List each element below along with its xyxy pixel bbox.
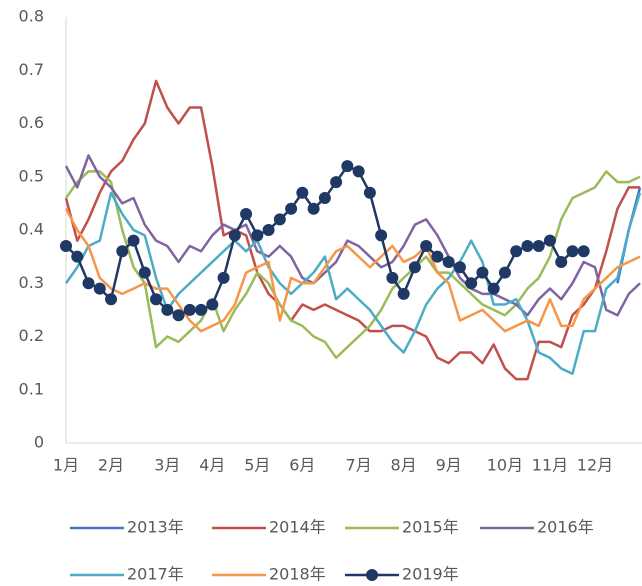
point — [363, 186, 376, 199]
point — [431, 250, 444, 263]
point — [71, 250, 84, 263]
x-tick-label: 7月 — [346, 456, 372, 475]
series-line — [64, 154, 641, 317]
point — [510, 245, 523, 258]
point — [543, 234, 556, 247]
point — [228, 229, 241, 242]
y-tick-label: 0 — [34, 433, 44, 452]
point — [318, 192, 331, 205]
point — [172, 309, 185, 322]
point — [183, 303, 196, 316]
point — [285, 202, 298, 215]
y-tick-label: 0.1 — [19, 379, 44, 398]
point — [251, 229, 264, 242]
point — [217, 271, 230, 284]
series-line — [64, 170, 641, 360]
point — [465, 277, 478, 290]
point — [577, 245, 590, 258]
y-tick-label: 0.7 — [19, 60, 44, 79]
legend-marker — [366, 569, 378, 581]
legend-label: 2015年 — [402, 518, 459, 537]
y-tick-label: 0.5 — [19, 166, 44, 185]
point — [341, 160, 354, 173]
point — [420, 239, 433, 252]
point — [138, 266, 151, 279]
y-tick-label: 0.2 — [19, 326, 44, 345]
point — [262, 224, 275, 236]
legend-label: 2014年 — [269, 518, 326, 537]
point — [352, 165, 365, 178]
point — [442, 255, 455, 268]
x-tick-label: 1月 — [53, 456, 79, 475]
point — [60, 239, 72, 252]
series-line — [64, 79, 640, 381]
point — [453, 261, 466, 274]
legend-label: 2018年 — [269, 565, 326, 584]
point — [161, 303, 174, 316]
point — [532, 239, 545, 252]
series-line — [65, 164, 584, 317]
point — [386, 271, 399, 284]
point — [206, 298, 219, 311]
point — [375, 229, 388, 242]
point — [127, 234, 140, 247]
series-line — [64, 191, 642, 376]
y-tick-label: 0.4 — [19, 220, 44, 239]
y-tick-label: 0.8 — [19, 7, 44, 26]
x-tick-label: 2月 — [98, 456, 124, 475]
x-tick-label: 11月 — [532, 456, 568, 475]
y-tick-label: 0.3 — [19, 273, 44, 292]
point — [498, 266, 511, 279]
point — [195, 303, 208, 316]
legend-label: 2016年 — [537, 518, 594, 537]
point — [307, 202, 320, 215]
point — [240, 208, 253, 221]
point — [296, 186, 309, 199]
point — [330, 176, 343, 189]
legend-label: 2019年 — [402, 565, 459, 584]
x-tick-label: 8月 — [391, 456, 417, 475]
point — [521, 239, 534, 252]
point — [105, 293, 118, 306]
point — [116, 245, 129, 258]
x-tick-label: 3月 — [154, 456, 180, 475]
legend-label: 2017年 — [127, 565, 184, 584]
point — [408, 261, 421, 274]
x-tick-label: 10月 — [487, 456, 523, 475]
point — [150, 293, 163, 306]
x-tick-label: 12月 — [577, 456, 613, 475]
point — [93, 282, 106, 295]
point — [566, 245, 579, 258]
x-tick-label: 5月 — [244, 456, 270, 475]
point — [397, 287, 410, 300]
series-line — [64, 208, 641, 333]
point — [487, 282, 500, 295]
point — [476, 266, 489, 279]
legend-label: 2013年 — [127, 518, 184, 537]
x-tick-label: 4月 — [199, 456, 225, 475]
point — [82, 277, 95, 290]
point — [555, 255, 568, 268]
x-tick-label: 6月 — [289, 456, 315, 475]
y-tick-label: 0.6 — [19, 113, 44, 132]
point — [273, 213, 286, 226]
x-tick-label: 9月 — [436, 456, 462, 475]
